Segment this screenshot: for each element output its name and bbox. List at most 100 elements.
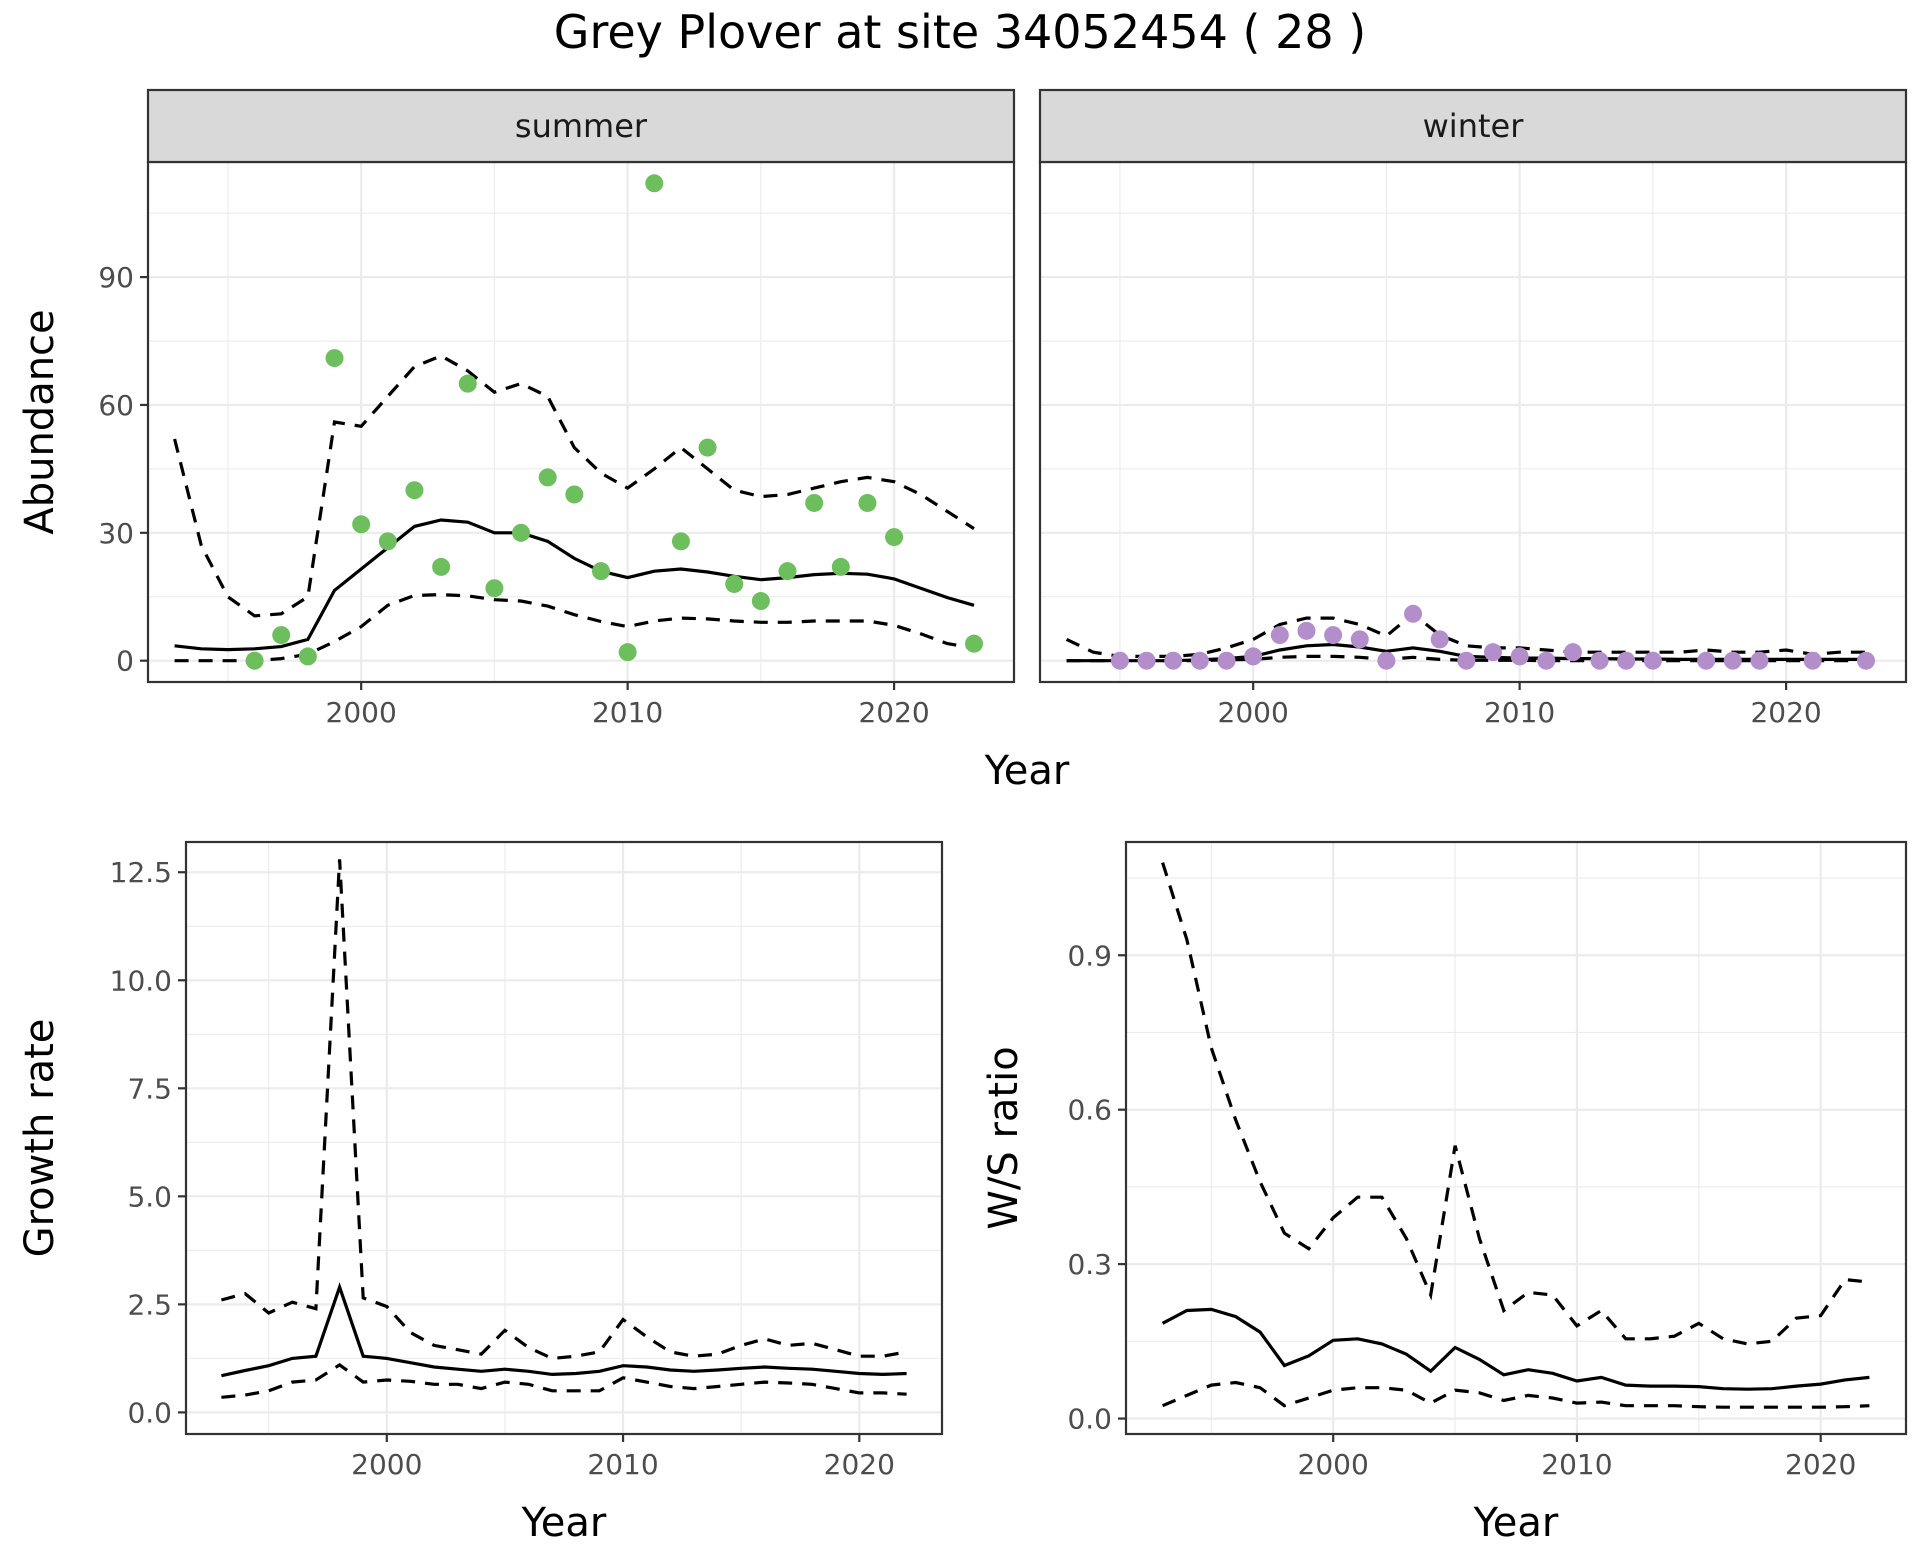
y-tick-label: 2.5: [127, 1288, 172, 1321]
x-tick-label: 2020: [858, 696, 929, 729]
panel-4: 2000 2010 2020 0.0 0.3 0.6 0.9 W/S ratio: [981, 840, 1908, 1481]
data-point: [1217, 651, 1236, 670]
data-point: [1617, 651, 1636, 670]
data-point: [1430, 630, 1449, 649]
x-axis-title-growth: Year: [521, 1500, 607, 1546]
panel-border: [184, 840, 944, 1436]
data-point: [965, 634, 984, 653]
data-point: [778, 562, 797, 581]
y-tick-label: 0: [116, 645, 134, 678]
data-point: [1803, 651, 1822, 670]
data-point: [831, 557, 850, 576]
data-point: [1244, 647, 1263, 666]
facet-label: summer: [515, 107, 648, 145]
series-line-estimate: [1161, 1307, 1870, 1391]
y-tick-label: 10.0: [110, 964, 172, 997]
data-point: [1723, 651, 1742, 670]
y-tick-label: 0.9: [1067, 939, 1112, 972]
data-point: [1563, 643, 1582, 662]
x-tick-label: 2000: [351, 1448, 422, 1481]
series-line-bound-1: [1161, 862, 1870, 1346]
data-point: [671, 532, 690, 551]
data-point: [1857, 651, 1876, 670]
panels: summer 2000 2010 2020 0 30 60 90 Abundance winter…: [17, 88, 1908, 1546]
data-point: [378, 532, 397, 551]
y-tick-label: 30: [98, 517, 134, 550]
data-point: [1404, 604, 1423, 623]
y-axis-title: Growth rate: [17, 1019, 63, 1258]
data-point: [1377, 651, 1396, 670]
data-point: [1350, 630, 1369, 649]
data-point: [618, 643, 637, 662]
x-tick-label: 2010: [592, 696, 663, 729]
data-point: [1643, 651, 1662, 670]
data-point: [405, 481, 424, 500]
data-point: [1324, 626, 1343, 645]
x-tick-label: 2020: [1785, 1448, 1856, 1481]
data-point: [1457, 651, 1476, 670]
data-point: [1137, 651, 1156, 670]
data-point: [272, 626, 291, 645]
facet-strip: [146, 88, 1016, 164]
panel-1: summer 2000 2010 2020 0 30 60 90 Abundance: [17, 88, 1016, 729]
x-axis-title-ratio: Year: [1473, 1500, 1559, 1546]
data-point: [1164, 651, 1183, 670]
y-tick-label: 7.5: [127, 1072, 172, 1105]
data-point: [645, 174, 664, 193]
data-point: [1297, 621, 1316, 640]
series-line-estimate: [221, 1282, 907, 1378]
x-tick-label: 2000: [326, 696, 397, 729]
data-point: [458, 374, 477, 393]
data-point: [485, 579, 504, 598]
panel-2: winter 2000 2010 2020: [1038, 88, 1908, 729]
facet-strip: [1038, 88, 1908, 164]
data-point: [538, 468, 557, 487]
data-point: [1110, 651, 1129, 670]
data-point: [858, 493, 877, 512]
data-point: [565, 485, 584, 504]
data-point: [245, 651, 264, 670]
y-tick-label: 12.5: [110, 856, 172, 889]
chart-title: Grey Plover at site 34052454 ( 28 ): [554, 5, 1366, 59]
data-point: [698, 438, 717, 457]
y-tick-label: 0.6: [1067, 1094, 1112, 1127]
data-point: [751, 592, 770, 611]
x-tick-label: 2020: [1750, 696, 1821, 729]
series-line-bound-2: [1161, 1380, 1870, 1409]
y-tick-label: 90: [98, 261, 134, 294]
facet-label: winter: [1423, 107, 1525, 145]
x-tick-label: 2010: [1484, 696, 1555, 729]
y-axis-title: Abundance: [17, 309, 63, 534]
series-line-bound-2: [221, 1362, 907, 1399]
x-tick-label: 2000: [1218, 696, 1289, 729]
data-point: [1537, 651, 1556, 670]
data-point: [1510, 647, 1529, 666]
data-point: [1270, 626, 1289, 645]
x-axis-title-top: Year: [984, 748, 1070, 794]
x-tick-label: 2010: [1541, 1448, 1612, 1481]
data-point: [725, 574, 744, 593]
data-point: [298, 647, 317, 666]
x-tick-label: 2020: [824, 1448, 895, 1481]
data-point: [1190, 651, 1209, 670]
data-point: [805, 493, 824, 512]
y-tick-label: 0.3: [1067, 1248, 1112, 1281]
data-point: [591, 562, 610, 581]
data-point: [1590, 651, 1609, 670]
y-tick-label: 5.0: [127, 1180, 172, 1213]
y-tick-label: 0.0: [1067, 1403, 1112, 1436]
panel-3: 2000 2010 2020 0.0 2.5 5.0 7.5 10.0 12.5 Growth r…: [17, 840, 944, 1481]
y-tick-label: 60: [98, 389, 134, 422]
data-point: [1697, 651, 1716, 670]
data-point: [1483, 643, 1502, 662]
y-tick-label: 0.0: [127, 1396, 172, 1429]
data-point: [325, 349, 344, 368]
y-axis-title: W/S ratio: [981, 1046, 1027, 1229]
x-tick-label: 2010: [587, 1448, 658, 1481]
panel-border: [1124, 840, 1908, 1436]
data-point: [885, 528, 904, 547]
data-point: [512, 523, 531, 542]
data-point: [1750, 651, 1769, 670]
